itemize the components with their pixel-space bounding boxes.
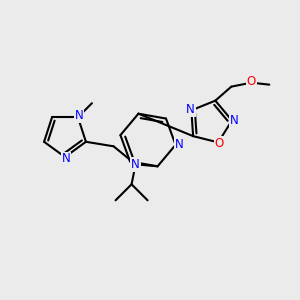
Text: N: N bbox=[175, 138, 184, 152]
Text: N: N bbox=[186, 103, 195, 116]
Text: N: N bbox=[230, 114, 238, 127]
Text: O: O bbox=[214, 137, 224, 150]
Text: N: N bbox=[131, 158, 140, 171]
Text: N: N bbox=[61, 152, 70, 166]
Text: O: O bbox=[247, 75, 256, 88]
Text: N: N bbox=[75, 109, 83, 122]
